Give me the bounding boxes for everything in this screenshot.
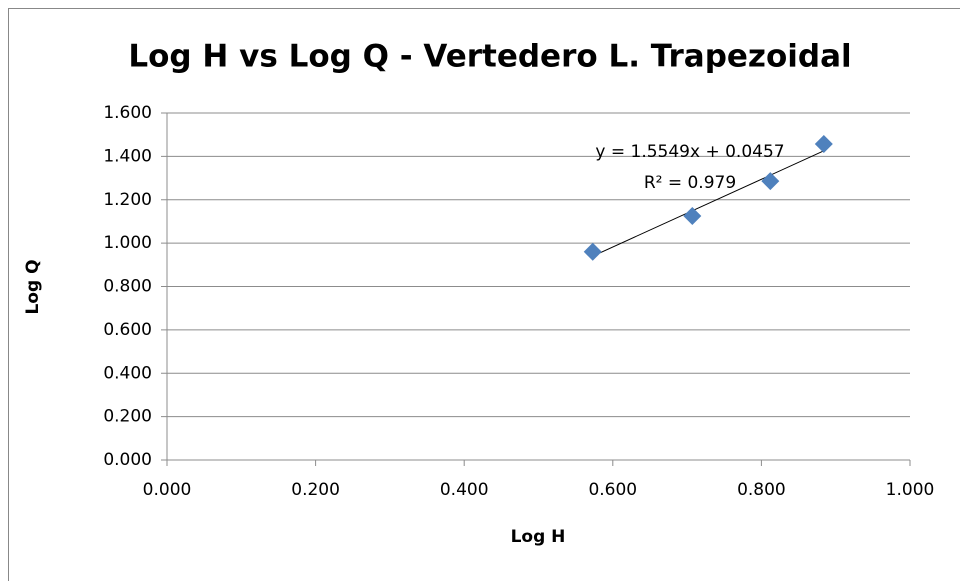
y-tick-label: 0.200 (103, 407, 152, 427)
marker (814, 135, 833, 154)
trendline (592, 150, 825, 257)
marker (683, 207, 702, 226)
y-tick-label: 0.400 (103, 363, 152, 383)
x-tick-label: 0.400 (440, 480, 489, 500)
r-squared: R² = 0.979 (644, 173, 736, 193)
y-tick-label: 1.200 (103, 190, 152, 210)
y-tick-label: 0.800 (103, 277, 152, 297)
marker (583, 242, 602, 261)
x-tick-label: 0.200 (291, 480, 340, 500)
x-tick-label: 0.800 (737, 480, 786, 500)
y-axis-label: Log Q (23, 259, 43, 314)
marker (761, 172, 780, 191)
x-tick-label: 0.600 (588, 480, 637, 500)
x-tick-label: 1.000 (886, 480, 935, 500)
chart-title: Log H vs Log Q - Vertedero L. Trapezoida… (128, 39, 851, 75)
x-tick-label: 0.000 (143, 480, 192, 500)
y-tick-label: 0.000 (103, 450, 152, 470)
x-axis-label: Log H (511, 527, 566, 547)
y-tick-label: 1.400 (103, 146, 152, 166)
y-tick-label: 0.600 (103, 320, 152, 340)
trendline-equation: y = 1.5549x + 0.0457 (595, 142, 784, 162)
y-tick-label: 1.000 (103, 233, 152, 253)
y-tick-label: 1.600 (103, 103, 152, 123)
